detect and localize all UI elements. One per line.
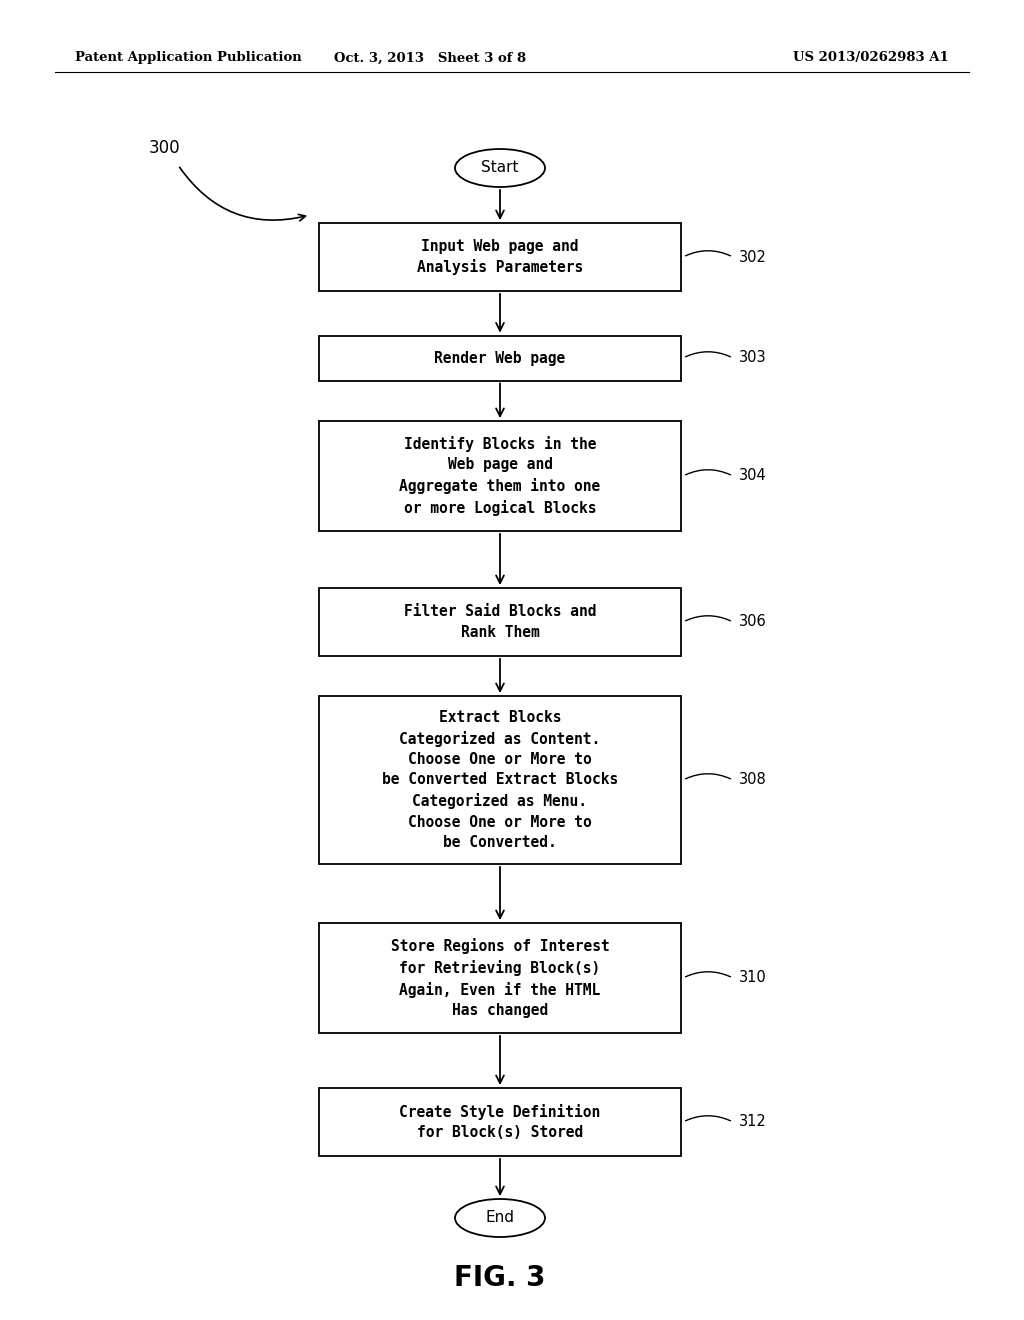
- Text: US 2013/0262983 A1: US 2013/0262983 A1: [794, 51, 949, 65]
- FancyBboxPatch shape: [319, 335, 681, 380]
- Text: 302: 302: [739, 249, 767, 264]
- FancyBboxPatch shape: [319, 1088, 681, 1156]
- Text: Identify Blocks in the
Web page and
Aggregate them into one
or more Logical Bloc: Identify Blocks in the Web page and Aggr…: [399, 436, 601, 516]
- FancyArrowPatch shape: [179, 168, 305, 220]
- Text: 310: 310: [739, 970, 767, 986]
- Text: End: End: [485, 1210, 514, 1225]
- FancyArrowPatch shape: [685, 470, 730, 475]
- FancyArrowPatch shape: [685, 615, 730, 620]
- Text: Start: Start: [481, 161, 519, 176]
- Text: 306: 306: [739, 615, 767, 630]
- Text: Store Regions of Interest
for Retrieving Block(s)
Again, Even if the HTML
Has ch: Store Regions of Interest for Retrieving…: [390, 939, 609, 1018]
- FancyArrowPatch shape: [685, 972, 730, 977]
- FancyArrowPatch shape: [685, 774, 730, 779]
- FancyArrowPatch shape: [685, 251, 730, 256]
- FancyBboxPatch shape: [319, 696, 681, 865]
- Text: Extract Blocks
Categorized as Content.
Choose One or More to
be Converted Extrac: Extract Blocks Categorized as Content. C…: [382, 710, 618, 850]
- Text: 304: 304: [739, 469, 767, 483]
- Text: Create Style Definition
for Block(s) Stored: Create Style Definition for Block(s) Sto…: [399, 1104, 601, 1140]
- Text: FIG. 3: FIG. 3: [455, 1265, 546, 1292]
- FancyBboxPatch shape: [319, 923, 681, 1034]
- Text: 303: 303: [739, 351, 767, 366]
- FancyArrowPatch shape: [685, 1115, 730, 1121]
- Text: 312: 312: [739, 1114, 767, 1130]
- FancyBboxPatch shape: [319, 223, 681, 290]
- FancyArrowPatch shape: [685, 351, 730, 356]
- Text: Render Web page: Render Web page: [434, 351, 565, 366]
- Text: Filter Said Blocks and
Rank Them: Filter Said Blocks and Rank Them: [403, 605, 596, 640]
- FancyBboxPatch shape: [319, 421, 681, 531]
- Text: 300: 300: [150, 139, 181, 157]
- Ellipse shape: [455, 149, 545, 187]
- Text: 308: 308: [739, 772, 767, 788]
- FancyBboxPatch shape: [319, 587, 681, 656]
- Text: Oct. 3, 2013   Sheet 3 of 8: Oct. 3, 2013 Sheet 3 of 8: [334, 51, 526, 65]
- Text: Input Web page and
Analysis Parameters: Input Web page and Analysis Parameters: [417, 239, 583, 276]
- Ellipse shape: [455, 1199, 545, 1237]
- Text: Patent Application Publication: Patent Application Publication: [75, 51, 302, 65]
